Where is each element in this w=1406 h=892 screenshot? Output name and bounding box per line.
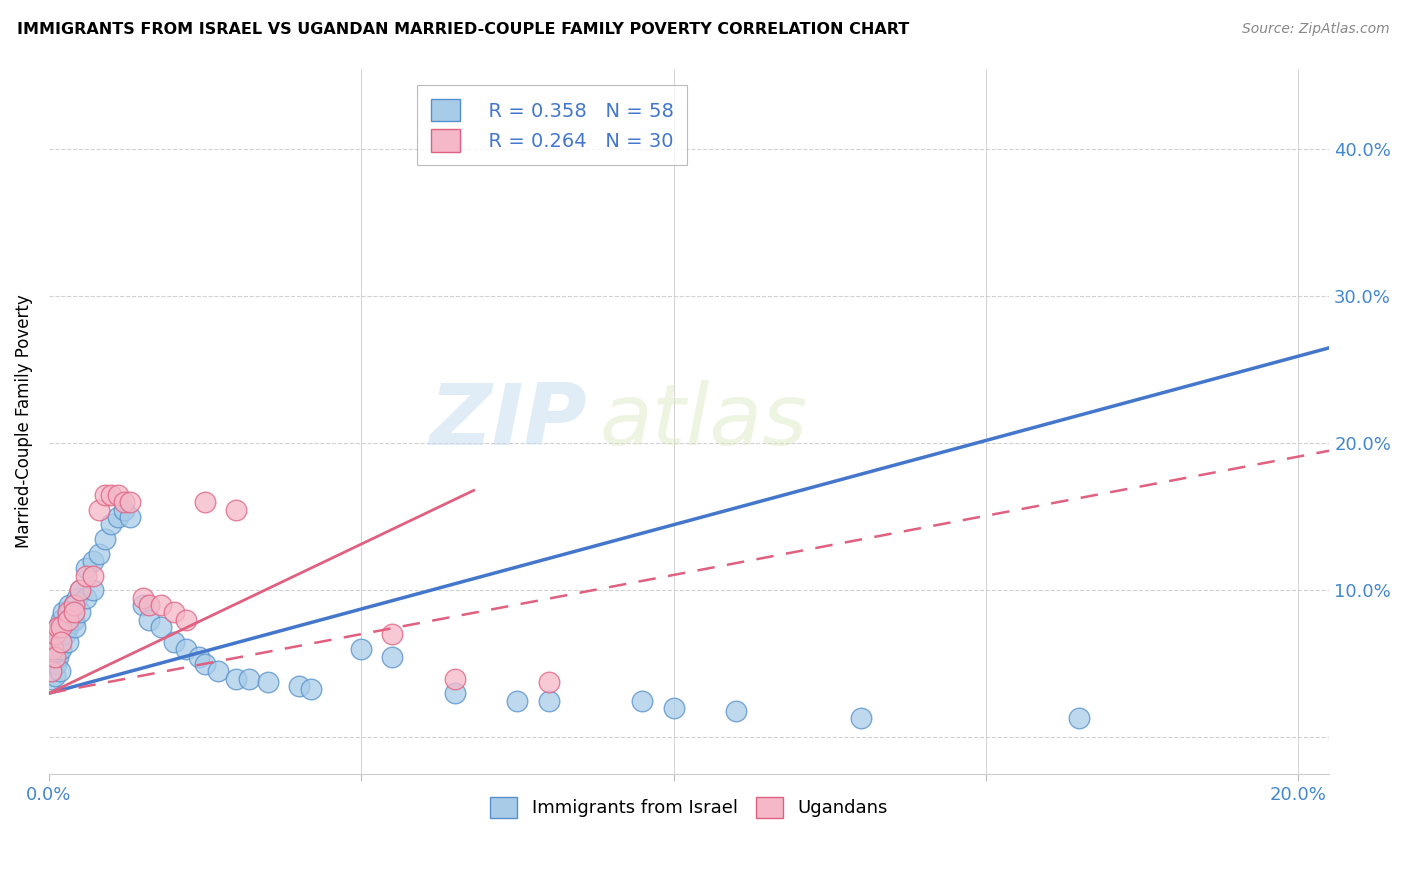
Point — [444, 686, 467, 700]
Point — [82, 554, 104, 568]
Point — [381, 627, 404, 641]
Point — [163, 635, 186, 649]
Text: IMMIGRANTS FROM ISRAEL VS UGANDAN MARRIED-COUPLE FAMILY POVERTY CORRELATION CHAR: IMMIGRANTS FROM ISRAEL VS UGANDAN MARRIE… — [17, 22, 910, 37]
Point — [39, 664, 62, 678]
Point — [537, 693, 560, 707]
Point — [107, 509, 129, 524]
Text: atlas: atlas — [599, 380, 807, 463]
Point — [75, 591, 97, 605]
Point — [46, 620, 69, 634]
Text: ZIP: ZIP — [429, 380, 586, 463]
Point — [187, 649, 209, 664]
Point — [52, 606, 75, 620]
Point — [56, 606, 79, 620]
Point — [120, 509, 142, 524]
Point — [849, 711, 872, 725]
Point — [75, 568, 97, 582]
Point — [63, 598, 86, 612]
Point — [63, 613, 86, 627]
Point — [150, 620, 173, 634]
Point — [69, 606, 91, 620]
Point — [120, 495, 142, 509]
Point — [506, 693, 529, 707]
Point — [112, 502, 135, 516]
Point — [63, 620, 86, 634]
Point — [381, 649, 404, 664]
Point — [82, 568, 104, 582]
Point — [56, 613, 79, 627]
Point — [724, 704, 747, 718]
Point — [225, 502, 247, 516]
Point — [56, 635, 79, 649]
Point — [66, 591, 89, 605]
Point — [150, 598, 173, 612]
Point — [176, 642, 198, 657]
Point — [48, 664, 70, 678]
Point — [350, 642, 373, 657]
Point — [444, 672, 467, 686]
Point — [94, 488, 117, 502]
Point — [207, 664, 229, 678]
Point — [194, 657, 217, 671]
Point — [238, 672, 260, 686]
Point — [58, 598, 80, 612]
Point — [288, 679, 311, 693]
Point — [51, 635, 73, 649]
Point — [256, 674, 278, 689]
Point — [39, 672, 62, 686]
Point — [53, 627, 76, 641]
Point — [112, 495, 135, 509]
Point — [42, 642, 65, 657]
Point — [51, 613, 73, 627]
Point — [44, 668, 66, 682]
Point — [194, 495, 217, 509]
Point — [225, 672, 247, 686]
Point — [1069, 711, 1091, 725]
Point — [75, 561, 97, 575]
Point — [662, 701, 685, 715]
Point — [56, 620, 79, 634]
Point — [56, 606, 79, 620]
Point — [63, 598, 86, 612]
Point — [42, 657, 65, 671]
Point — [131, 598, 153, 612]
Point — [537, 674, 560, 689]
Point — [87, 502, 110, 516]
Point — [100, 488, 122, 502]
Point — [299, 681, 322, 696]
Point — [100, 517, 122, 532]
Point — [131, 591, 153, 605]
Point — [44, 649, 66, 664]
Point — [138, 598, 160, 612]
Point — [51, 620, 73, 634]
Point — [44, 627, 66, 641]
Point — [41, 642, 63, 657]
Point — [138, 613, 160, 627]
Point — [46, 620, 69, 634]
Point — [163, 606, 186, 620]
Point — [46, 649, 69, 664]
Point — [41, 664, 63, 678]
Point — [51, 642, 73, 657]
Legend: Immigrants from Israel, Ugandans: Immigrants from Israel, Ugandans — [484, 789, 896, 825]
Y-axis label: Married-Couple Family Poverty: Married-Couple Family Poverty — [15, 294, 32, 549]
Point — [94, 532, 117, 546]
Point — [44, 627, 66, 641]
Point — [69, 583, 91, 598]
Point — [631, 693, 654, 707]
Point — [82, 583, 104, 598]
Point — [176, 613, 198, 627]
Point — [45, 657, 67, 671]
Point — [46, 635, 69, 649]
Point — [69, 583, 91, 598]
Text: Source: ZipAtlas.com: Source: ZipAtlas.com — [1241, 22, 1389, 37]
Point — [87, 547, 110, 561]
Point — [63, 606, 86, 620]
Point — [107, 488, 129, 502]
